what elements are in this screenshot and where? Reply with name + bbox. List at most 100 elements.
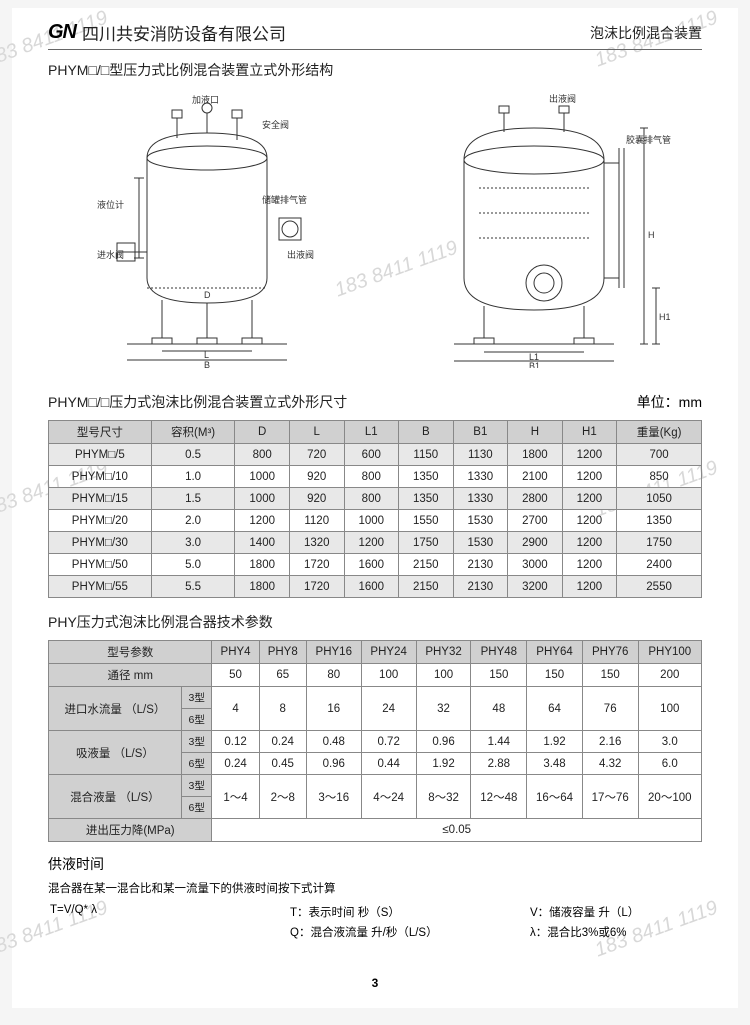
svg-text:胶囊排气管: 胶囊排气管 xyxy=(626,134,671,145)
table2-cell: 通径 mm xyxy=(49,664,212,687)
table2-cell: 80 xyxy=(306,664,361,687)
table2-cell: 8～32 xyxy=(416,775,471,819)
table2-cell: 8 xyxy=(259,687,306,731)
supply-section: 供液时间 混合器在某一混合比和某一流量下的供液时间按下式计算 T=V/Q* λ … xyxy=(48,854,702,940)
table1-cell: 1330 xyxy=(453,466,508,488)
table2-cell: 3.48 xyxy=(527,753,583,775)
logo: GN xyxy=(48,21,76,44)
table1-cell: 800 xyxy=(344,488,399,510)
table2-cell: 3～16 xyxy=(306,775,361,819)
table2-cell: PHY64 xyxy=(527,641,583,664)
table2-cell: 2.16 xyxy=(582,731,638,753)
params-table: 型号参数PHY4PHY8PHY16PHY24PHY32PHY48PHY64PHY… xyxy=(48,640,702,842)
table1-cell: 1400 xyxy=(235,532,290,554)
table1-unit: 单位：mm xyxy=(637,392,702,412)
table1-col: L1 xyxy=(344,421,399,444)
table1-cell: 2900 xyxy=(508,532,563,554)
def-lambda: λ：混合比3%或6% xyxy=(530,924,710,940)
table1-cell: 1350 xyxy=(617,510,702,532)
table2-cell: 进出压力降(MPa) xyxy=(49,819,212,842)
table1-cell: 1750 xyxy=(617,532,702,554)
svg-text:液位计: 液位计 xyxy=(97,199,124,210)
def-t: T：表示时间 秒（S） xyxy=(290,904,470,920)
svg-text:加液口: 加液口 xyxy=(192,94,219,105)
table1-cell: 1200 xyxy=(562,466,617,488)
table1-cell: 1200 xyxy=(562,488,617,510)
table1-cell: 700 xyxy=(617,444,702,466)
table1-cell: 920 xyxy=(289,488,344,510)
table2-cell: PHY24 xyxy=(361,641,416,664)
table2-cell: 混合液量 （L/S） xyxy=(49,775,182,819)
table2-cell: 3型 xyxy=(181,687,212,709)
table1-cell: 2130 xyxy=(453,554,508,576)
table2-cell: 12～48 xyxy=(471,775,527,819)
table2-cell: 0.45 xyxy=(259,753,306,775)
table2-cell: 100 xyxy=(416,664,471,687)
table1-cell: 1200 xyxy=(562,554,617,576)
table2-cell: 吸液量 （L/S） xyxy=(49,731,182,775)
table1-col: H xyxy=(508,421,563,444)
table1-col: B1 xyxy=(453,421,508,444)
table2-cell: 200 xyxy=(638,664,701,687)
svg-text:L: L xyxy=(204,350,209,360)
svg-text:D: D xyxy=(204,290,211,300)
table2-cell: 20～100 xyxy=(638,775,701,819)
table1-cell: 1800 xyxy=(508,444,563,466)
table2-cell: 150 xyxy=(527,664,583,687)
page-header: GN 四川共安消防设备有限公司 泡沫比例混合装置 xyxy=(48,20,702,50)
table2-cell: 48 xyxy=(471,687,527,731)
table1-cell: PHYM□/55 xyxy=(49,576,152,598)
table1-cell: 1130 xyxy=(453,444,508,466)
table1-cell: 1.0 xyxy=(151,466,235,488)
table1-cell: PHYM□/50 xyxy=(49,554,152,576)
table2-cell: 150 xyxy=(582,664,638,687)
table2-cell: 3型 xyxy=(181,775,212,797)
supply-desc: 混合器在某一混合比和某一流量下的供液时间按下式计算 xyxy=(48,880,702,896)
svg-text:安全阀: 安全阀 xyxy=(262,119,289,130)
table1-cell: 3000 xyxy=(508,554,563,576)
table1-cell: 2800 xyxy=(508,488,563,510)
table1-cell: 2150 xyxy=(399,576,454,598)
diagram-front: 加液口 安全阀 液位计 储罐排气管 进水阀 出液阀 D L B xyxy=(67,88,347,368)
svg-text:储罐排气管: 储罐排气管 xyxy=(262,194,307,205)
svg-text:B: B xyxy=(204,360,210,368)
table1-cell: 1530 xyxy=(453,510,508,532)
table2-cell: PHY4 xyxy=(212,641,259,664)
table2-cell: 0.24 xyxy=(212,753,259,775)
table1-cell: 5.5 xyxy=(151,576,235,598)
table2-cell: 0.72 xyxy=(361,731,416,753)
table1-cell: 2130 xyxy=(453,576,508,598)
table2-cell: 6.0 xyxy=(638,753,701,775)
svg-text:出液阀: 出液阀 xyxy=(549,93,576,104)
supply-title: 供液时间 xyxy=(48,854,702,874)
table1-cell: 1720 xyxy=(289,554,344,576)
table1-cell: 1800 xyxy=(235,576,290,598)
dimensions-table: 型号尺寸容积(M³)DLL1BB1HH1重量(Kg)PHYM□/50.58007… xyxy=(48,420,702,598)
table1-cell: PHYM□/5 xyxy=(49,444,152,466)
table2-cell: 150 xyxy=(471,664,527,687)
table1-cell: 2.0 xyxy=(151,510,235,532)
table1-cell: 1350 xyxy=(399,488,454,510)
table1-cell: 1550 xyxy=(399,510,454,532)
table1-cell: 1320 xyxy=(289,532,344,554)
table1-cell: 800 xyxy=(344,466,399,488)
table2-cell: 16～64 xyxy=(527,775,583,819)
table2-cell: 进口水流量 （L/S） xyxy=(49,687,182,731)
table1-cell: 2150 xyxy=(399,554,454,576)
table1-cell: 850 xyxy=(617,466,702,488)
table1-col: L xyxy=(289,421,344,444)
table1-cell: 3.0 xyxy=(151,532,235,554)
table2-cell: 1.92 xyxy=(416,753,471,775)
table1-cell: 1050 xyxy=(617,488,702,510)
table2-cell: 0.24 xyxy=(259,731,306,753)
table1-cell: 1.5 xyxy=(151,488,235,510)
table1-cell: 2700 xyxy=(508,510,563,532)
table1-cell: 1200 xyxy=(562,444,617,466)
table1-cell: 800 xyxy=(235,444,290,466)
table2-cell: 1.44 xyxy=(471,731,527,753)
table1-cell: 720 xyxy=(289,444,344,466)
svg-text:出液阀: 出液阀 xyxy=(287,249,314,260)
table2-cell: 4.32 xyxy=(582,753,638,775)
table2-cell: PHY8 xyxy=(259,641,306,664)
page-number: 3 xyxy=(372,976,379,990)
